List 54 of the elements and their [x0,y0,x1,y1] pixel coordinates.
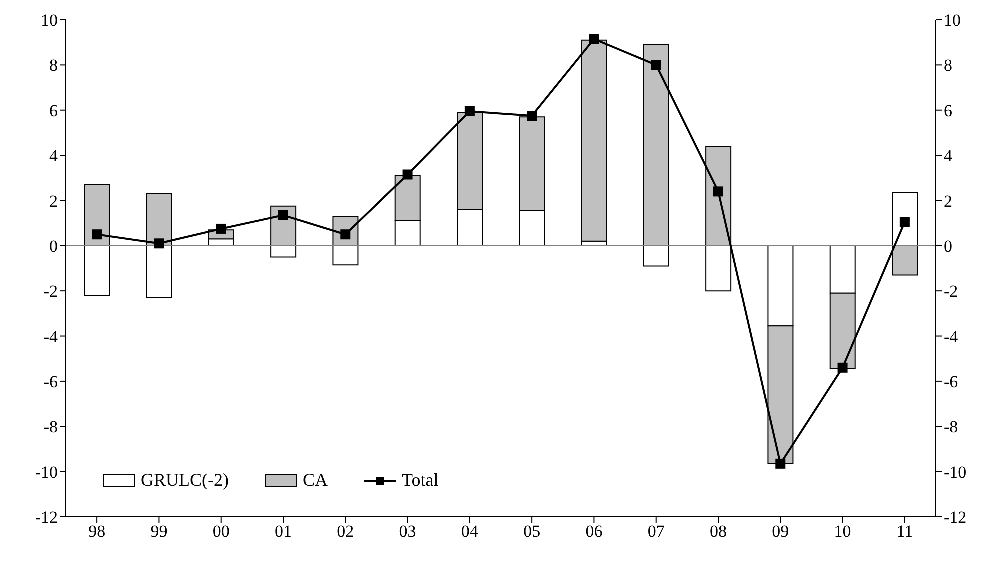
y2-tick-label: -2 [944,282,958,302]
point [714,186,724,197]
point [92,230,102,240]
y-tick-label: 0 [50,236,58,256]
x-tick-label: 03 [399,522,416,542]
point [154,238,164,249]
y-tick-label: -12 [35,508,58,528]
legend-label: CA [303,470,328,491]
y-tick-label: -6 [44,372,58,392]
point [216,224,226,234]
point [838,362,848,373]
point [589,34,600,44]
x-tick-label: 99 [150,522,168,542]
y2-tick-label: 10 [944,11,961,30]
x-tick-label: 06 [586,522,603,542]
x-tick-label: 08 [710,522,727,542]
y2-tick-label: 0 [944,236,952,256]
y2-tick-label: 8 [944,56,952,76]
legend-label: Total [402,470,439,491]
point [527,111,538,122]
y2-tick-label: -4 [944,327,959,346]
x-tick-label: 00 [212,522,230,542]
y-tick-label: -4 [44,327,58,346]
point [464,106,475,116]
y-tick-label: 4 [50,146,58,166]
y-tick-label: -2 [44,282,58,302]
x-tick-label: 11 [896,522,914,542]
y-tick-label: 6 [50,101,58,120]
y-tick-label: 10 [41,11,58,30]
y-tick-label: -10 [35,462,58,482]
x-tick-label: 04 [461,522,479,542]
point [278,210,288,220]
y2-tick-label: -8 [944,418,958,437]
x-tick-label: 09 [772,522,790,542]
y-tick-label: 8 [50,56,58,76]
point [900,217,910,228]
x-tick-label: 98 [88,522,106,542]
y2-tick-label: 4 [944,146,953,166]
y2-tick-label: 2 [944,192,952,211]
x-tick-label: 01 [275,522,292,542]
x-tick-label: 07 [648,522,666,542]
legend-label: GRULC(-2) [141,470,229,491]
y2-tick-label: 6 [944,101,952,120]
x-tick-label: 02 [337,522,354,542]
point [776,458,786,469]
y2-tick-label: -10 [944,462,967,482]
y2-tick-label: -12 [944,508,967,528]
y-tick-label: -8 [44,418,58,437]
point [651,60,662,70]
x-tick-label: 05 [524,522,541,542]
x-tick-label: 10 [834,522,852,542]
y-tick-label: 2 [50,192,58,211]
point [402,170,413,180]
y2-tick-label: -6 [944,372,958,392]
